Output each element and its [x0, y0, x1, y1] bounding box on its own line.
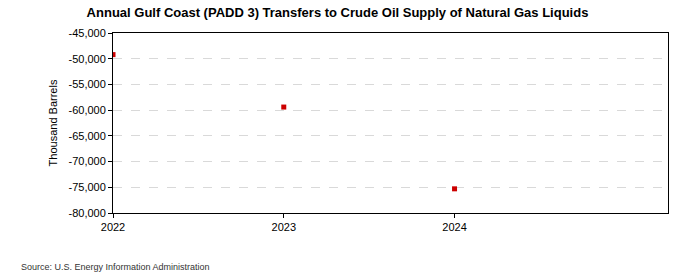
svg-text:-50,000: -50,000	[68, 53, 105, 65]
svg-text:-45,000: -45,000	[68, 27, 105, 39]
svg-text:2023: 2023	[272, 221, 296, 233]
svg-text:-75,000: -75,000	[68, 181, 105, 193]
svg-text:Thousand Barrels: Thousand Barrels	[47, 79, 59, 166]
svg-text:Source: U.S. Energy Informatio: Source: U.S. Energy Information Administ…	[21, 262, 210, 272]
svg-text:-55,000: -55,000	[68, 78, 105, 90]
svg-text:-80,000: -80,000	[68, 207, 105, 219]
svg-text:-60,000: -60,000	[68, 104, 105, 116]
svg-text:-65,000: -65,000	[68, 130, 105, 142]
svg-text:-70,000: -70,000	[68, 155, 105, 167]
svg-text:2024: 2024	[442, 221, 466, 233]
svg-text:Annual Gulf Coast (PADD 3) Tra: Annual Gulf Coast (PADD 3) Transfers to …	[87, 5, 589, 20]
svg-text:2022: 2022	[101, 221, 125, 233]
